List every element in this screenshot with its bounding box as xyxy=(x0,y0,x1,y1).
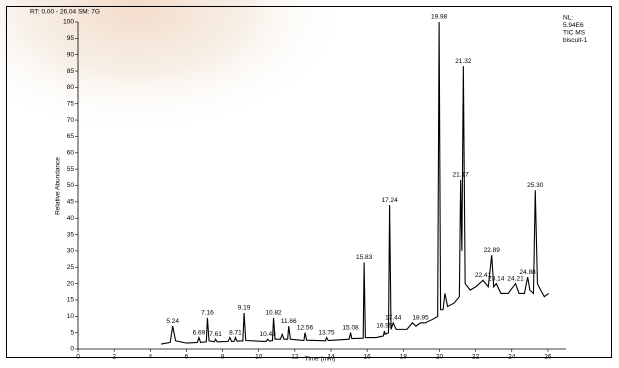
y-tick-label: 10 xyxy=(67,313,75,320)
peak-label: 24.21 xyxy=(507,275,524,282)
peak-label: 8.71 xyxy=(229,329,242,336)
y-tick-label: 75 xyxy=(67,100,75,107)
peak-label: 10.49 xyxy=(259,331,276,338)
x-tick-label: 22 xyxy=(472,354,480,361)
x-tick-label: 24 xyxy=(508,354,516,361)
y-tick-label: 45 xyxy=(67,199,75,206)
x-tick-label: 8 xyxy=(221,354,225,361)
peak-label: 22.89 xyxy=(484,247,501,254)
peak-label: 21.32 xyxy=(455,58,472,65)
y-tick-label: 65 xyxy=(67,133,75,140)
x-tick-label: 14 xyxy=(327,354,335,361)
peak-label: 16.95 xyxy=(376,323,393,330)
peak-label: 15.83 xyxy=(356,254,373,261)
x-tick-label: 0 xyxy=(76,354,80,361)
y-axis-label: Relative Abundance xyxy=(55,157,62,215)
peak-label: 21.17 xyxy=(452,172,469,179)
y-tick-label: 55 xyxy=(67,166,75,173)
y-tick-label: 70 xyxy=(67,117,75,124)
x-tick-label: 20 xyxy=(436,354,444,361)
peak-label: 18.95 xyxy=(412,315,429,322)
info-text: 5.94E6 xyxy=(563,22,584,29)
y-tick-label: 20 xyxy=(67,280,75,287)
y-tick-label: 100 xyxy=(63,19,74,26)
x-tick-label: 4 xyxy=(148,354,152,361)
y-tick-label: 40 xyxy=(67,215,75,222)
x-tick-label: 10 xyxy=(255,354,263,361)
y-tick-label: 95 xyxy=(67,35,75,42)
y-tick-label: 15 xyxy=(67,297,75,304)
y-tick-label: 90 xyxy=(67,51,75,58)
x-tick-label: 2 xyxy=(112,354,116,361)
peak-label: 23.14 xyxy=(488,275,505,282)
y-tick-label: 85 xyxy=(67,68,75,75)
x-tick-label: 16 xyxy=(364,354,372,361)
peak-label: 25.30 xyxy=(527,182,544,189)
y-tick-label: 60 xyxy=(67,150,75,157)
page: {"chart_data": {"type": "line", "header"… xyxy=(0,0,619,368)
x-tick-label: 18 xyxy=(400,354,408,361)
peak-label: 9.19 xyxy=(238,305,251,312)
y-tick-label: 80 xyxy=(67,84,75,91)
peak-label: 13.75 xyxy=(318,329,335,336)
peak-label: 7.61 xyxy=(209,331,222,338)
header: RT: 0.00 - 26.04 SM: 7G xyxy=(30,9,100,16)
y-tick-label: 30 xyxy=(67,248,75,255)
x-tick-label: 12 xyxy=(291,354,299,361)
peak-label: 24.88 xyxy=(520,269,537,276)
x-tick-label: 26 xyxy=(544,354,552,361)
chart: RT: 0.00 - 26.04 SM: 7G Time (min) Relat… xyxy=(0,0,619,368)
peak-label: 11.66 xyxy=(281,318,297,325)
y-tick-label: 25 xyxy=(67,264,75,271)
info-text: TIC MS xyxy=(563,30,586,37)
peak-label: 15.08 xyxy=(342,324,359,331)
peak-label: 19.98 xyxy=(431,14,448,21)
y-tick-label: 35 xyxy=(67,231,75,238)
y-tick-label: 0 xyxy=(70,346,74,353)
x-tick-label: 6 xyxy=(185,354,189,361)
peak-label: 10.82 xyxy=(265,310,282,317)
peak-label: 6.69 xyxy=(193,329,206,336)
peak-label: 17.24 xyxy=(381,197,398,204)
peak-label: 12.56 xyxy=(297,324,314,331)
info-text: NL: xyxy=(563,15,573,22)
info-text: biscuit-1 xyxy=(563,37,588,44)
peak-label: 17.44 xyxy=(385,315,402,322)
y-tick-label: 50 xyxy=(67,182,75,189)
peak-label: 5.24 xyxy=(166,318,179,325)
y-tick-label: 5 xyxy=(70,329,74,336)
peak-label: 7.16 xyxy=(201,310,214,317)
